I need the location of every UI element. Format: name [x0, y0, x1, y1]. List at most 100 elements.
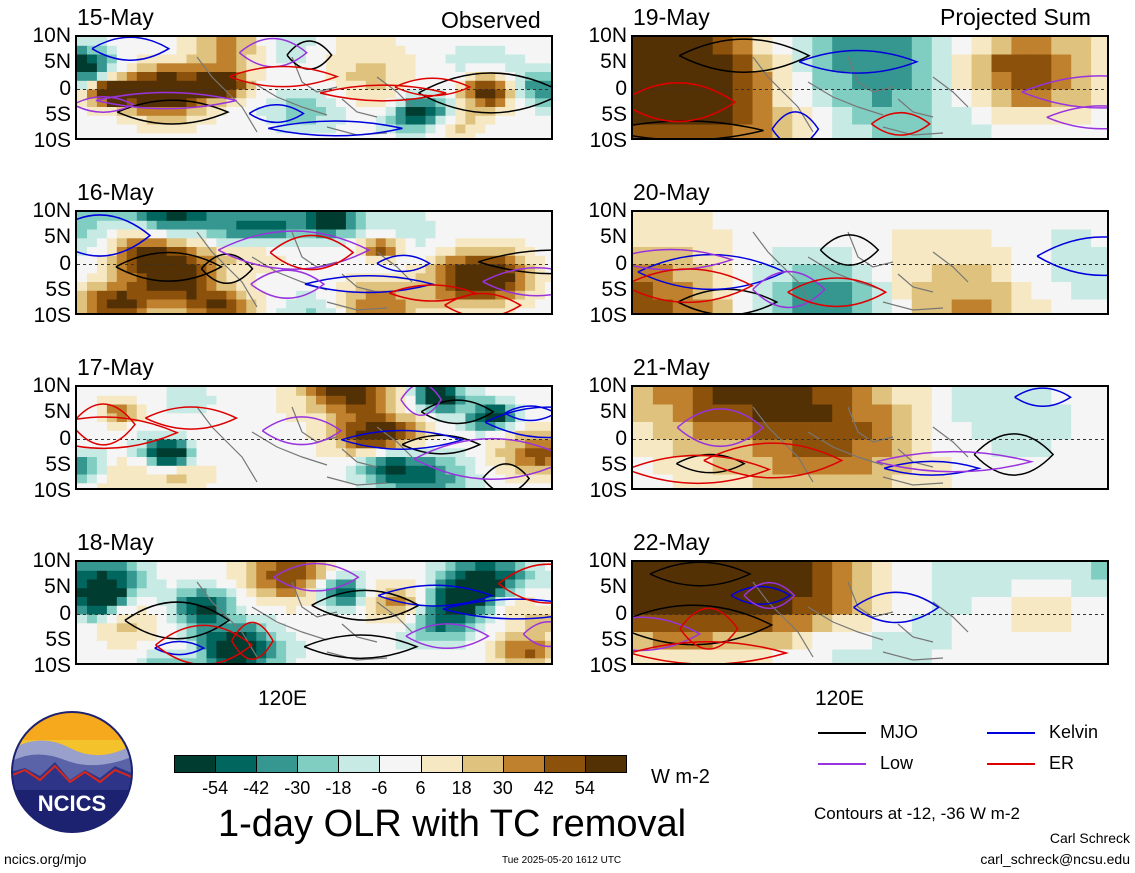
- olr-cell: [832, 404, 853, 423]
- olr-cell: [385, 448, 397, 458]
- wave-contour: [273, 562, 551, 650]
- olr-cell: [316, 465, 327, 476]
- olr-cell: [405, 387, 417, 397]
- olr-cell: [852, 54, 873, 73]
- olr-cell: [415, 54, 427, 64]
- olr-cell: [345, 457, 357, 467]
- olr-cell: [136, 290, 148, 301]
- olr-cell: [375, 54, 387, 64]
- olr-cell: [1051, 562, 1072, 581]
- olr-cell: [872, 649, 893, 663]
- olr-cell: [176, 439, 188, 449]
- olr-cell: [1031, 72, 1052, 91]
- olr-cell: [415, 579, 427, 589]
- olr-cell: [365, 238, 377, 248]
- olr-cell: [196, 562, 208, 572]
- olr-cell: [335, 640, 347, 651]
- olr-cell: [355, 605, 367, 616]
- olr-cell: [672, 124, 694, 138]
- olr-cell: [712, 212, 734, 231]
- olr-cell: [872, 562, 893, 581]
- olr-cell: [425, 63, 437, 73]
- olr-cell: [246, 229, 257, 239]
- olr-cell: [832, 562, 853, 581]
- olr-cell: [87, 264, 98, 274]
- olr-cell: [405, 588, 417, 598]
- olr-cell: [136, 640, 148, 651]
- olr-cell: [236, 570, 247, 581]
- olr-cell: [126, 63, 138, 73]
- olr-cell: [455, 98, 466, 108]
- olr-cell: [266, 588, 277, 598]
- legend-line: [987, 763, 1035, 765]
- olr-cell: [652, 124, 674, 138]
- olr-cell: [732, 299, 754, 313]
- olr-cell: [326, 238, 337, 248]
- olr-cell: [316, 54, 327, 64]
- olr-cell: [495, 632, 506, 642]
- olr-cell: [1011, 124, 1032, 138]
- olr-cell: [355, 623, 367, 633]
- olr-cell: [126, 133, 138, 138]
- olr-cell: [116, 640, 128, 651]
- olr-cell: [256, 588, 267, 598]
- olr-cell: [692, 562, 714, 581]
- olr-cell: [445, 290, 457, 301]
- olr-cell: [196, 439, 208, 449]
- olr-cell: [226, 623, 237, 633]
- olr-cell: [306, 597, 317, 607]
- olr-cell: [485, 404, 496, 414]
- olr-cell: [196, 570, 208, 581]
- olr-cell: [116, 597, 128, 607]
- olr-cell: [96, 632, 108, 642]
- olr-cell: [246, 255, 257, 266]
- olr-cell: [852, 212, 873, 231]
- olr-cell: [415, 387, 427, 397]
- olr-cell: [652, 614, 674, 633]
- olr-cell: [106, 439, 118, 449]
- olr-cell: [772, 282, 793, 301]
- olr-cell: [415, 273, 427, 283]
- y-tick-label: 0: [59, 251, 71, 275]
- olr-cell: [931, 474, 953, 488]
- olr-cell: [385, 45, 397, 56]
- colorbar-swatch: [502, 755, 545, 773]
- olr-cell: [672, 439, 694, 458]
- olr-cell: [435, 448, 447, 458]
- olr-cell: [87, 395, 98, 406]
- wave-contour: [730, 585, 940, 624]
- olr-cell: [832, 124, 853, 138]
- olr-cell: [732, 212, 754, 231]
- olr-cell: [971, 37, 993, 56]
- olr-cell: [951, 387, 973, 406]
- olr-cell: [316, 290, 327, 301]
- olr-cell: [505, 98, 516, 108]
- olr-cell: [166, 632, 178, 642]
- olr-cell: [126, 80, 138, 91]
- wave-contour: [633, 268, 888, 308]
- olr-cell: [495, 124, 506, 134]
- olr-cell: [276, 72, 287, 82]
- coastline: [196, 231, 413, 311]
- olr-cell: [266, 229, 277, 239]
- olr-cell: [106, 658, 118, 663]
- olr-cell: [226, 448, 237, 458]
- olr-cell: [395, 430, 407, 441]
- olr-cell: [812, 474, 833, 488]
- panel-date: 17-May: [77, 354, 154, 380]
- olr-cell: [1071, 562, 1092, 581]
- olr-cell: [455, 465, 466, 476]
- olr-cell: [306, 395, 317, 406]
- olr-cell: [375, 282, 387, 292]
- olr-cell: [812, 107, 833, 126]
- olr-cell: [216, 282, 227, 292]
- olr-cell: [495, 133, 506, 138]
- olr-cell: [206, 89, 218, 99]
- olr-cell: [395, 72, 407, 82]
- olr-cell: [1051, 124, 1072, 138]
- olr-cell: [136, 220, 148, 231]
- olr-cell: [166, 483, 178, 488]
- olr-cell: [415, 605, 427, 616]
- olr-cell: [266, 483, 277, 488]
- olr-cell: [971, 422, 993, 441]
